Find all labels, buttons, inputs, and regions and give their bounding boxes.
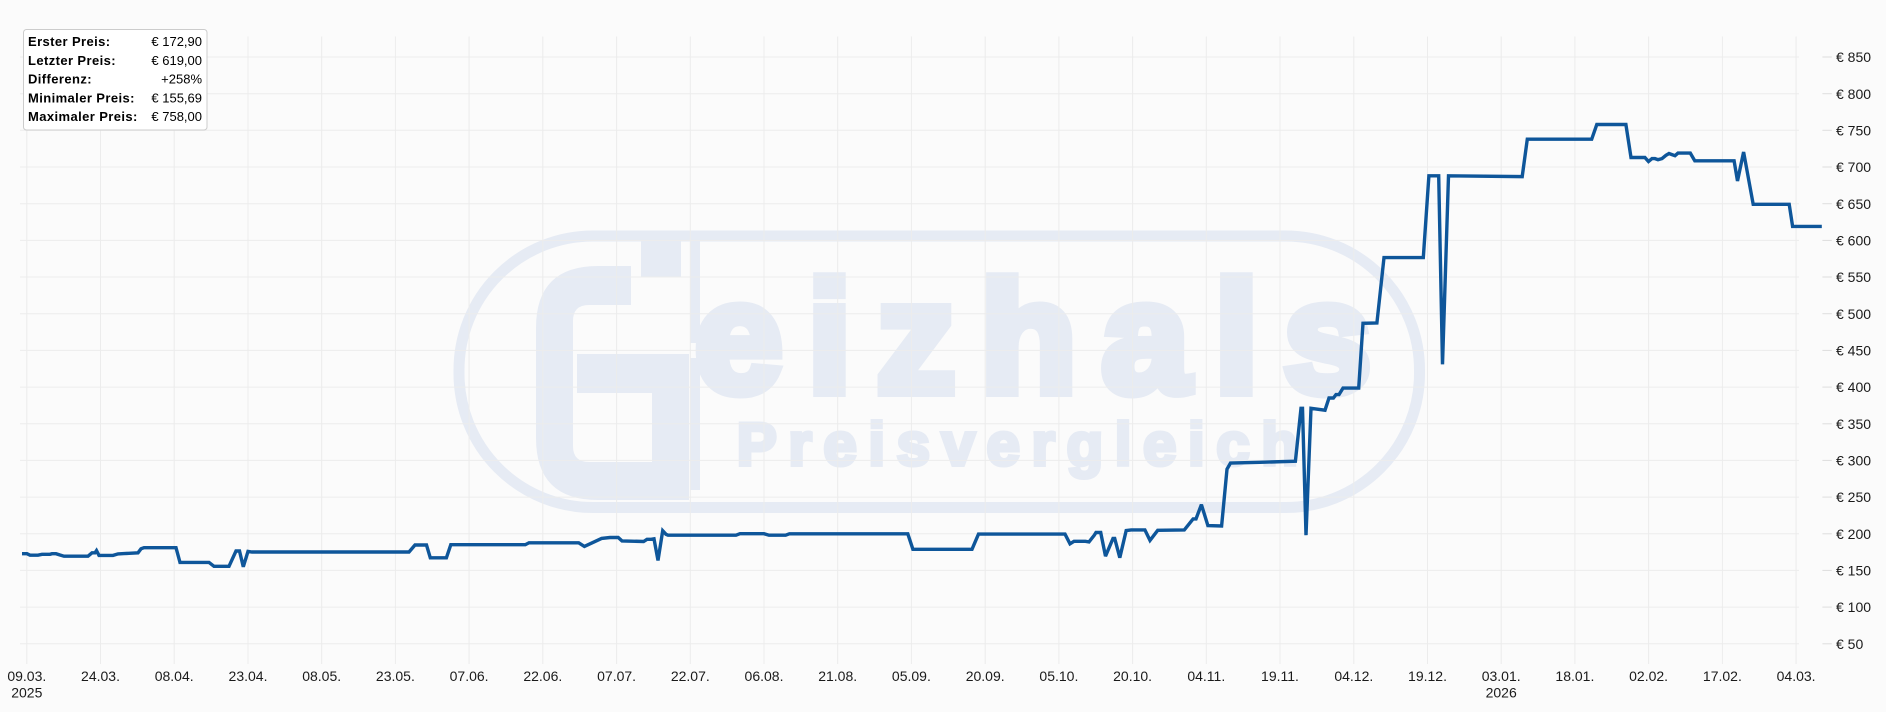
svg-text:€ 150: € 150 bbox=[1836, 563, 1871, 579]
svg-text:€ 800: € 800 bbox=[1836, 86, 1871, 102]
svg-text:€ 758,00: € 758,00 bbox=[151, 109, 202, 124]
svg-text:2025: 2025 bbox=[11, 685, 42, 701]
svg-text:08.05.: 08.05. bbox=[302, 668, 341, 684]
svg-text:2026: 2026 bbox=[1486, 685, 1517, 701]
svg-text:+258%: +258% bbox=[161, 72, 202, 87]
svg-text:22.07.: 22.07. bbox=[671, 668, 710, 684]
svg-text:€ 50: € 50 bbox=[1836, 636, 1863, 652]
svg-text:eizhals: eizhals bbox=[695, 251, 1396, 426]
svg-text:23.04.: 23.04. bbox=[229, 668, 268, 684]
svg-text:Minimaler Preis:: Minimaler Preis: bbox=[28, 90, 135, 105]
svg-text:03.01.: 03.01. bbox=[1482, 668, 1521, 684]
svg-text:€ 600: € 600 bbox=[1836, 233, 1871, 249]
svg-text:€ 400: € 400 bbox=[1836, 379, 1871, 395]
svg-text:Differenz:: Differenz: bbox=[28, 72, 92, 87]
svg-text:€ 300: € 300 bbox=[1836, 453, 1871, 469]
svg-text:04.03.: 04.03. bbox=[1777, 668, 1816, 684]
svg-text:06.08.: 06.08. bbox=[745, 668, 784, 684]
svg-text:Letzter Preis:: Letzter Preis: bbox=[28, 53, 116, 68]
svg-text:Erster Preis:: Erster Preis: bbox=[28, 34, 111, 49]
svg-text:05.09.: 05.09. bbox=[892, 668, 931, 684]
svg-text:02.02.: 02.02. bbox=[1629, 668, 1668, 684]
svg-text:€ 350: € 350 bbox=[1836, 416, 1871, 432]
svg-text:€ 100: € 100 bbox=[1836, 599, 1871, 615]
svg-text:05.10.: 05.10. bbox=[1039, 668, 1078, 684]
svg-text:18.01.: 18.01. bbox=[1555, 668, 1594, 684]
svg-text:07.06.: 07.06. bbox=[450, 668, 489, 684]
svg-text:04.12.: 04.12. bbox=[1334, 668, 1373, 684]
svg-text:€ 500: € 500 bbox=[1836, 306, 1871, 322]
svg-text:24.03.: 24.03. bbox=[81, 668, 120, 684]
svg-text:20.10.: 20.10. bbox=[1113, 668, 1152, 684]
svg-text:€ 200: € 200 bbox=[1836, 526, 1871, 542]
svg-text:19.12.: 19.12. bbox=[1408, 668, 1447, 684]
svg-text:€ 550: € 550 bbox=[1836, 269, 1871, 285]
svg-text:08.04.: 08.04. bbox=[155, 668, 194, 684]
svg-text:€ 155,69: € 155,69 bbox=[151, 90, 202, 105]
svg-text:Maximaler Preis:: Maximaler Preis: bbox=[28, 109, 138, 124]
svg-text:€ 450: € 450 bbox=[1836, 343, 1871, 359]
svg-text:€ 850: € 850 bbox=[1836, 49, 1871, 65]
svg-text:20.09.: 20.09. bbox=[966, 668, 1005, 684]
svg-text:€ 750: € 750 bbox=[1836, 122, 1871, 138]
svg-text:€ 650: € 650 bbox=[1836, 196, 1871, 212]
svg-text:23.05.: 23.05. bbox=[376, 668, 415, 684]
svg-text:€ 250: € 250 bbox=[1836, 489, 1871, 505]
svg-text:04.11.: 04.11. bbox=[1187, 668, 1225, 684]
svg-text:07.07.: 07.07. bbox=[597, 668, 636, 684]
svg-text:€ 700: € 700 bbox=[1836, 159, 1871, 175]
svg-text:22.06.: 22.06. bbox=[523, 668, 562, 684]
svg-text:€ 619,00: € 619,00 bbox=[151, 53, 202, 68]
svg-text:Preisvergleich: Preisvergleich bbox=[737, 411, 1310, 478]
svg-text:17.02.: 17.02. bbox=[1703, 668, 1742, 684]
svg-text:21.08.: 21.08. bbox=[818, 668, 857, 684]
svg-text:€ 172,90: € 172,90 bbox=[151, 34, 202, 49]
svg-text:19.11.: 19.11. bbox=[1261, 668, 1299, 684]
svg-text:09.03.: 09.03. bbox=[7, 668, 46, 684]
